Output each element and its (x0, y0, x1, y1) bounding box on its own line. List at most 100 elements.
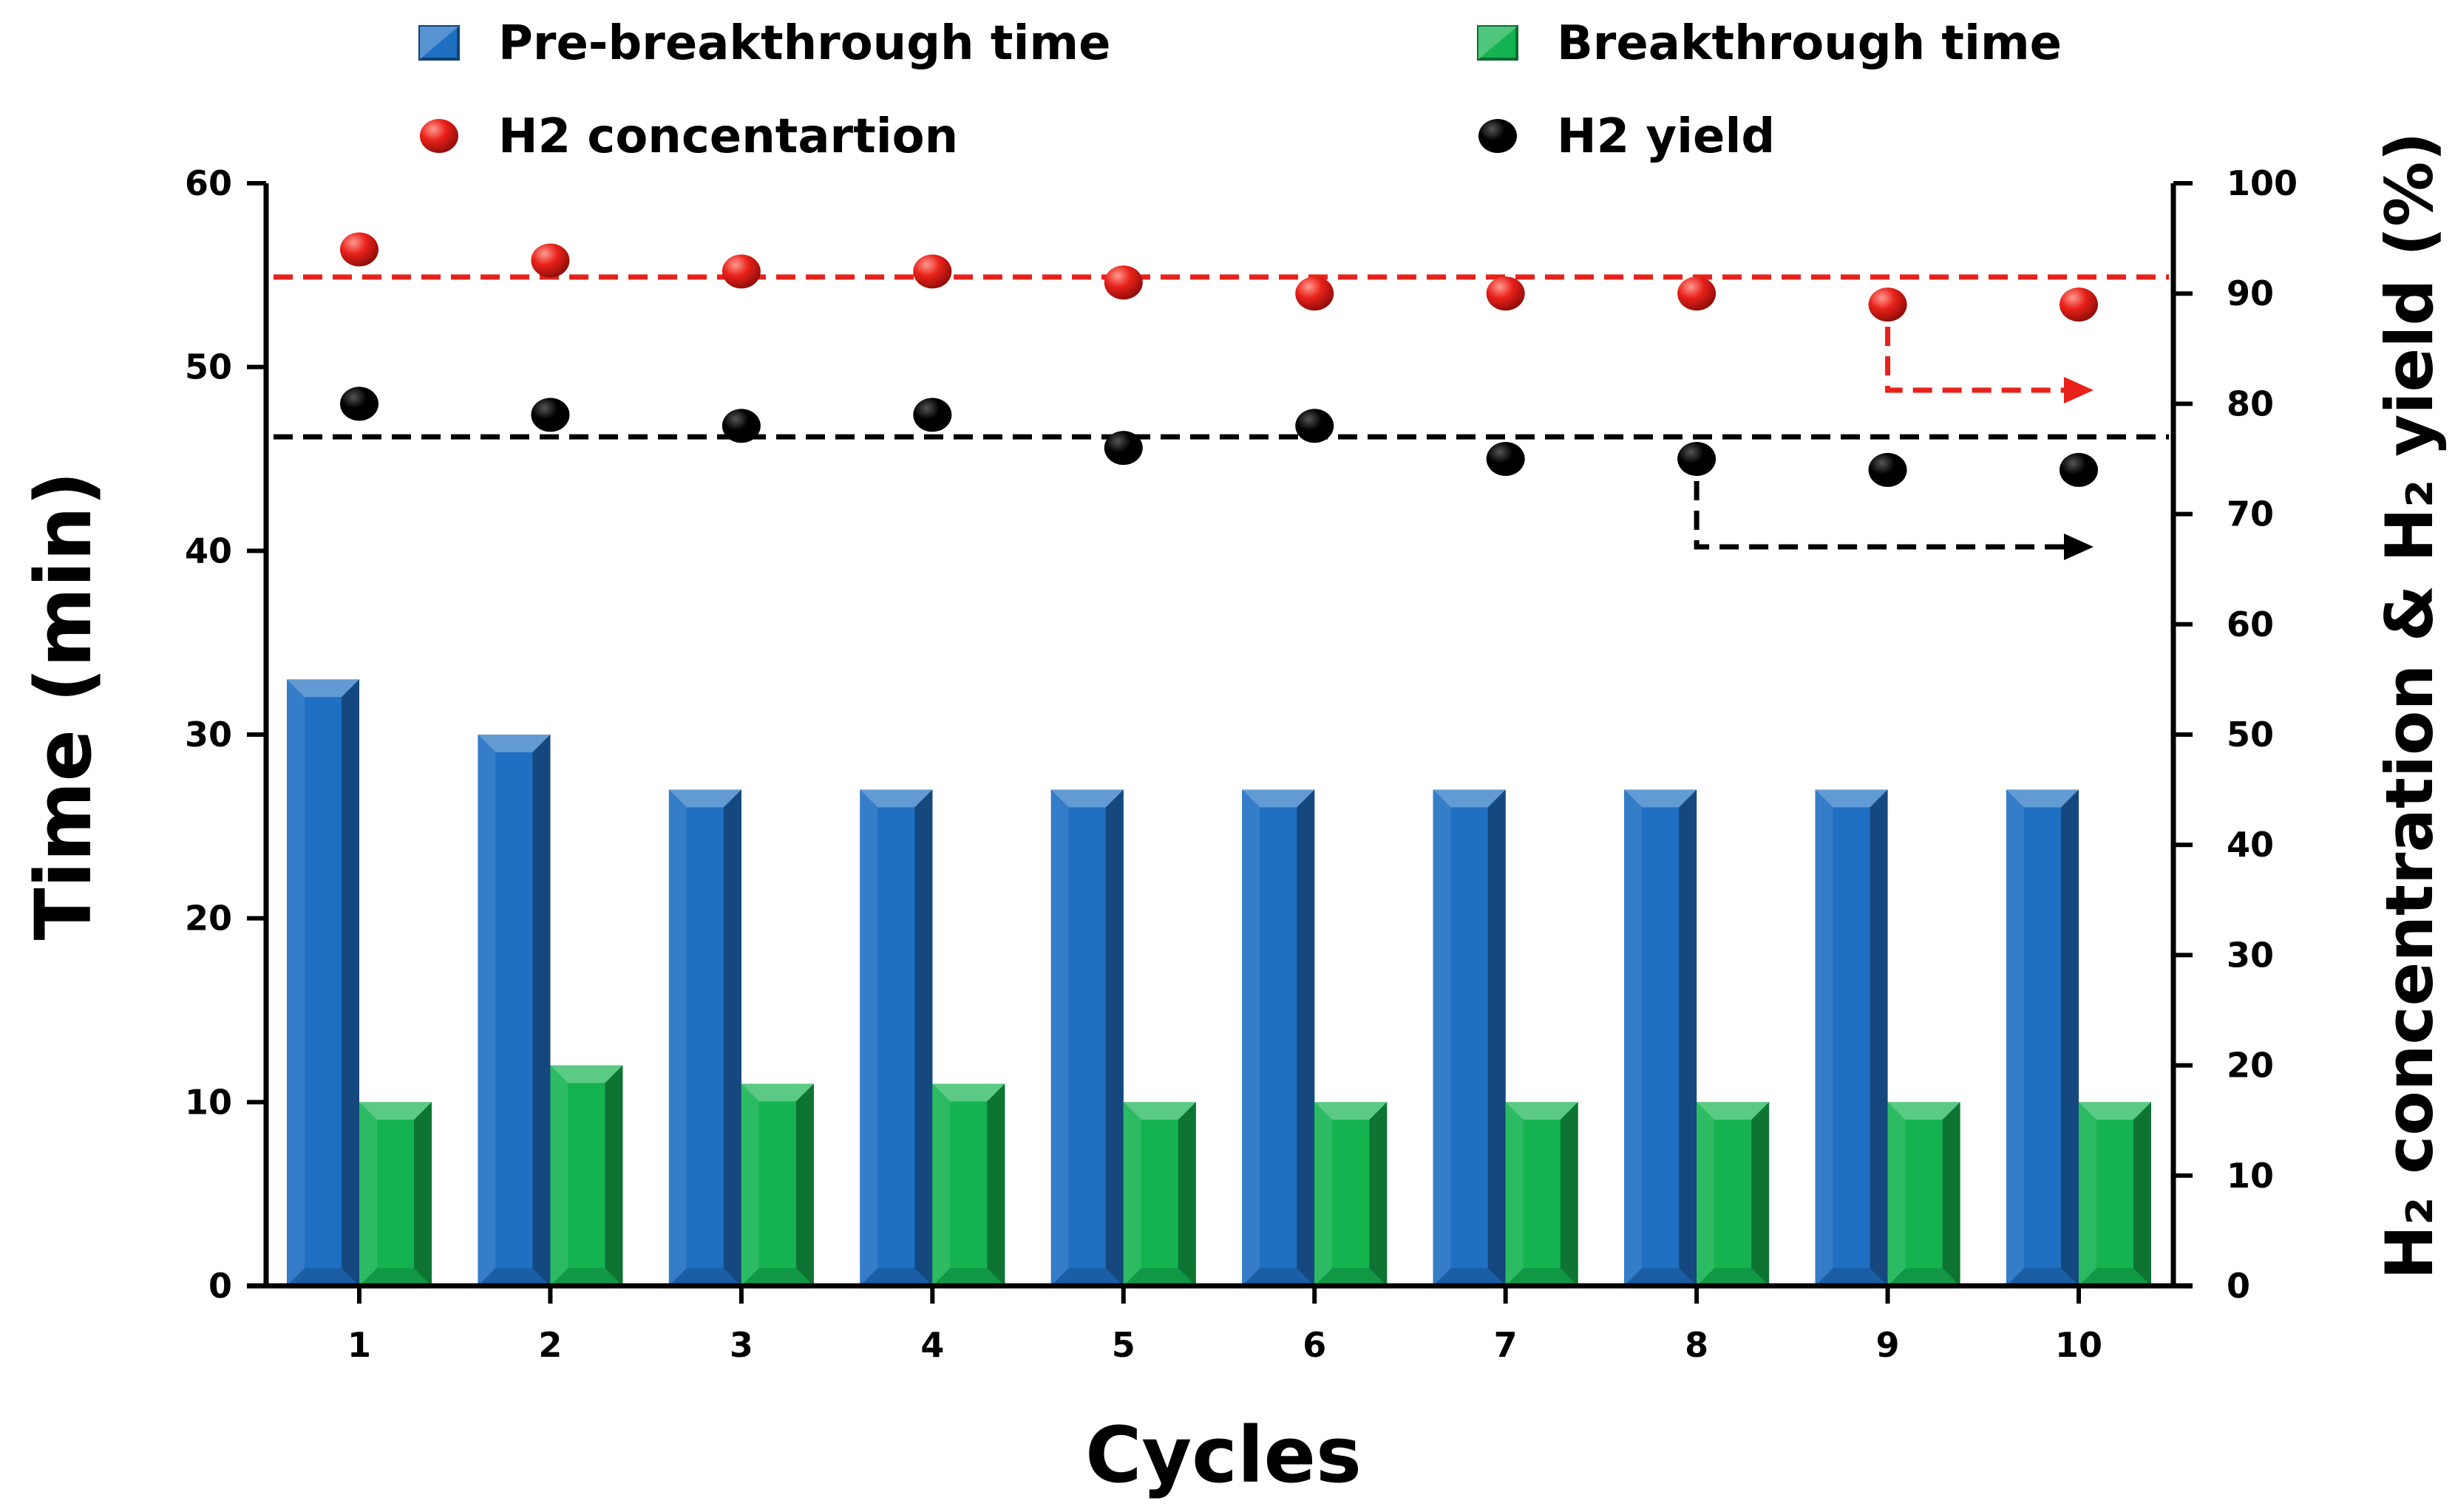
bar-face (1833, 807, 1870, 1268)
annotation-arrows (1694, 327, 2094, 560)
y-axis-left-title: Time (min) (18, 471, 109, 941)
bar-bevel-right (2061, 789, 2079, 1286)
bar-face (495, 752, 533, 1268)
x-tick-label: 8 (1685, 1325, 1708, 1365)
bar-bevel-left (287, 679, 305, 1286)
x-axis-title: Cycles (1085, 1410, 1362, 1500)
bar-bevel-right (2133, 1102, 2151, 1286)
legend: Pre-breakthrough time Breakthrough time H2… (418, 16, 2062, 164)
y-left-tick-label: 50 (185, 347, 232, 387)
bar-bevel-left (860, 789, 878, 1286)
h2-yield-arrow (1694, 481, 2070, 550)
bar-bevel-top (860, 789, 933, 808)
bar-breakthrough (1314, 1102, 1388, 1286)
y-left-tick-label: 30 (185, 715, 232, 755)
bar-breakthrough (1887, 1102, 1960, 1286)
bar-pre-breakthrough (1624, 789, 1697, 1286)
bar-breakthrough (2079, 1102, 2151, 1286)
bar-breakthrough (1123, 1102, 1196, 1286)
legend-marker (420, 119, 458, 153)
x-tick-label: 3 (730, 1325, 753, 1365)
y-right-tick-label: 70 (2227, 494, 2274, 534)
x-tick-label: 5 (1112, 1325, 1135, 1365)
bar-bevel-left (1433, 789, 1451, 1286)
y-right-tick-label: 60 (2227, 605, 2274, 644)
y-left-tick-label: 0 (208, 1266, 232, 1306)
x-tick-label: 2 (538, 1325, 562, 1365)
bar-breakthrough (550, 1065, 623, 1286)
bar-bevel-top (1314, 1102, 1388, 1120)
legend-breakthrough: Breakthrough time (1477, 16, 2062, 71)
bar-bevel-right (1369, 1102, 1388, 1286)
bar-face (1714, 1120, 1752, 1268)
legend-label: Pre-breakthrough time (498, 16, 1111, 71)
h2-yield-point (1677, 442, 1717, 476)
h2-concentration-point (1677, 276, 1717, 311)
bar-pre-breakthrough (860, 789, 933, 1286)
bar-bevel-top (1624, 789, 1697, 808)
bar-bevel-top (1697, 1102, 1770, 1120)
bar-face (377, 1120, 414, 1268)
y-left-tick-label: 60 (185, 163, 232, 203)
bar-bevel-top (932, 1083, 1005, 1102)
bar-bevel-top (550, 1065, 623, 1083)
h2-concentration-point (1486, 276, 1525, 311)
bar-bevel-right (987, 1083, 1005, 1286)
x-tick-label: 1 (347, 1325, 371, 1365)
x-tick-label: 6 (1303, 1325, 1326, 1365)
h2-concentration-point (1295, 276, 1334, 311)
bar-bevel-right (342, 679, 359, 1286)
bar-bevel-right (1870, 789, 1888, 1286)
bar-bevel-top (668, 789, 741, 808)
legend-swatch-highlight (1478, 27, 1517, 59)
bar-face (1260, 807, 1297, 1268)
y-right-tick-label: 30 (2227, 935, 2274, 975)
legend-h2-concentration: H2 concentartion (420, 109, 958, 164)
y-right-tick-label: 20 (2227, 1046, 2274, 1086)
y-axis-right-title: H₂ concentration & H₂ yield (%) (2371, 132, 2448, 1279)
h2-concentration-point (913, 254, 952, 289)
bar-bevel-top (359, 1102, 432, 1120)
bar-breakthrough (1505, 1102, 1578, 1286)
bar-pre-breakthrough (1242, 789, 1315, 1286)
bar-bevel-right (795, 1083, 814, 1286)
bar-bevel-left (1887, 1102, 1906, 1286)
axes: 0 10 20 30 40 50 60 0 10 20 30 40 50 60 70 80 90 100 1 2 3 4 5… (185, 163, 2298, 1365)
legend-marker (1478, 119, 1517, 153)
bar-bevel-right (1178, 1102, 1196, 1286)
bar-bevel-top (1242, 789, 1315, 808)
h2-concentration-arrow-head (2064, 377, 2094, 403)
bar-bevel-top (478, 735, 551, 752)
bar-bevel-right (1560, 1102, 1578, 1286)
bar-bevel-right (414, 1102, 432, 1286)
h2-yield-point (1486, 442, 1525, 476)
bar-bevel-left (1815, 789, 1833, 1286)
h2-yield-point (1104, 431, 1143, 466)
legend-label: H2 concentartion (498, 109, 958, 164)
bar-breakthrough (741, 1083, 814, 1286)
bar-bevel-right (1487, 789, 1506, 1286)
bar-bevel-left (1050, 789, 1069, 1286)
bar-pre-breakthrough (2006, 789, 2079, 1286)
bar-bevel-left (741, 1083, 759, 1286)
bar-bevel-right (1679, 789, 1697, 1286)
bar-face (950, 1101, 988, 1268)
bar-bevel-left (550, 1065, 568, 1286)
bar-face (1450, 807, 1488, 1268)
bar-bevel-top (1050, 789, 1124, 808)
legend-label: Breakthrough time (1557, 16, 2062, 71)
bars-layer (287, 679, 2151, 1286)
bar-face (1905, 1120, 1943, 1268)
y-left-tick-label: 10 (185, 1082, 232, 1122)
bar-face (2096, 1120, 2133, 1268)
points-layer (340, 232, 2098, 487)
h2-yield-point (340, 386, 378, 421)
bar-bevel-top (1505, 1102, 1578, 1120)
y-right-tick-label: 80 (2227, 384, 2274, 423)
y-right-tick-label: 100 (2227, 163, 2298, 203)
bar-pre-breakthrough (1815, 789, 1888, 1286)
reference-lines (274, 274, 2169, 440)
bar-breakthrough (932, 1083, 1005, 1286)
bar-pre-breakthrough (1050, 789, 1124, 1286)
bar-bevel-right (1297, 789, 1315, 1286)
